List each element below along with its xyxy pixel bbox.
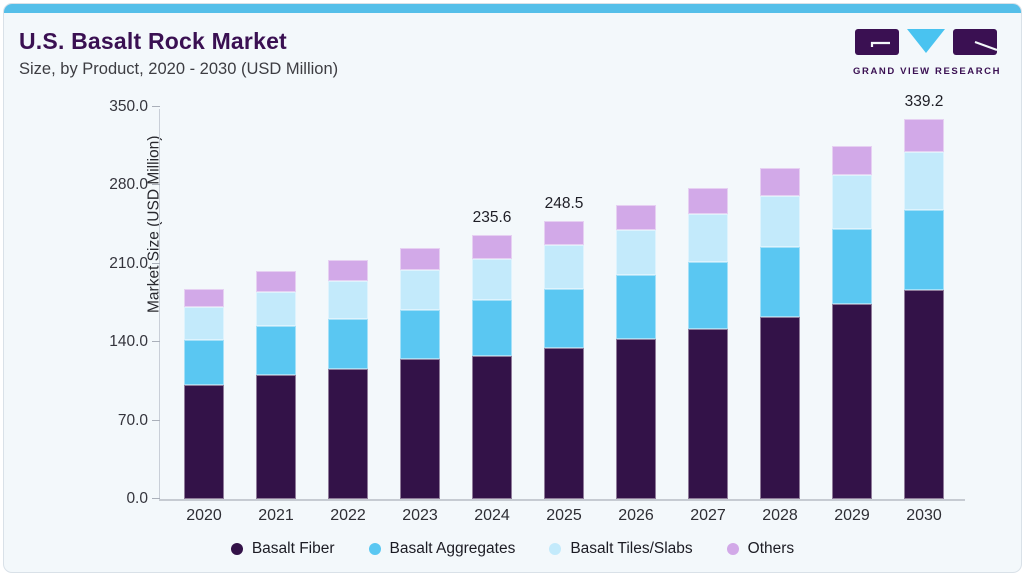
bar-segment <box>472 258 512 301</box>
y-tick-label: 210.0 <box>109 254 148 272</box>
chart-subtitle: Size, by Product, 2020 - 2030 (USD Milli… <box>19 60 339 78</box>
bar-segment <box>688 187 728 215</box>
bar-value-label: 248.5 <box>544 194 584 212</box>
y-tick-label: 280.0 <box>109 176 148 194</box>
bar-segment <box>256 270 296 292</box>
x-tick-label: 2023 <box>402 507 438 524</box>
y-tick-label: 140.0 <box>109 333 148 351</box>
bar-segment <box>760 196 800 247</box>
bar-segment <box>400 309 440 359</box>
bar-segment <box>328 260 368 281</box>
bar-segment <box>184 340 224 386</box>
bar-segment <box>760 246 800 317</box>
chart-legend: Basalt Fiber Basalt Aggregates Basalt Tile… <box>4 540 1021 558</box>
bar-segment <box>760 167 800 197</box>
chart-header: U.S. Basalt Rock Market Size, by Product… <box>19 28 338 79</box>
x-tick-label: 2030 <box>906 507 942 524</box>
y-tick-mark <box>152 184 160 186</box>
bar-segment <box>688 328 728 499</box>
bar-segment <box>184 385 224 499</box>
y-tick-mark <box>152 106 160 107</box>
bar-segment <box>400 270 440 310</box>
y-tick-label: 0.0 <box>126 490 148 507</box>
bar-segment <box>256 291 296 327</box>
legend-label: Basalt Tiles/Slabs <box>570 540 693 557</box>
bar-segment <box>328 280 368 319</box>
x-tick-label: 2022 <box>330 507 366 524</box>
x-tick-label: 2028 <box>762 507 798 524</box>
bar-segment <box>256 326 296 376</box>
bar-segment <box>328 368 368 499</box>
legend-label: Others <box>747 540 795 557</box>
bar-segment <box>904 290 944 499</box>
page-title: U.S. Basalt Rock Market <box>19 28 287 54</box>
legend-dot-icon <box>368 543 381 555</box>
bar-segment <box>400 248 440 271</box>
legend-item: Basalt Aggregates <box>368 540 516 558</box>
bar-segment <box>688 214 728 263</box>
card-top-accent <box>4 4 1021 13</box>
bar-segment <box>400 358 440 499</box>
bar-segment <box>544 220 584 246</box>
legend-item: Others <box>726 540 795 558</box>
legend-dot-icon <box>230 543 243 555</box>
x-tick-label: 2021 <box>258 507 294 524</box>
bar-segment <box>904 119 944 152</box>
bar-segment <box>544 245 584 290</box>
logo-wordmark: GRAND VIEW RESEARCH <box>853 66 1002 77</box>
bar-segment <box>184 306 224 341</box>
bar-segment <box>544 347 584 499</box>
bar-segment <box>832 229 872 304</box>
x-tick-label: 2020 <box>186 507 222 524</box>
gvr-logo-icon <box>855 29 998 55</box>
y-tick-mark <box>152 341 160 343</box>
bar-segment <box>616 230 656 276</box>
bar-segment <box>904 151 944 211</box>
chart-card: U.S. Basalt Rock Market Size, by Product… <box>3 3 1022 573</box>
x-tick-label: 2025 <box>546 507 582 524</box>
bar-value-label: 339.2 <box>904 93 944 111</box>
bar-segment <box>256 375 296 499</box>
bar-segment <box>184 288 224 307</box>
x-tick-label: 2027 <box>690 507 726 524</box>
bar-segment <box>904 210 944 291</box>
legend-label: Basalt Fiber <box>251 540 335 557</box>
grand-view-research-logo: GRAND VIEW RESEARCH <box>853 29 1002 77</box>
legend-label: Basalt Aggregates <box>389 540 516 557</box>
bar-segment <box>832 145 872 175</box>
x-tick-label: 2024 <box>474 507 510 524</box>
legend-item: Basalt Tiles/Slabs <box>549 540 693 558</box>
plot-area: 0.0 70.0 140.0 210.0 280.0 350.0 2020 2021 2022 2… <box>109 93 965 524</box>
bar-segment <box>472 300 512 356</box>
y-tick-label: 70.0 <box>117 411 148 429</box>
bar-segment <box>760 316 800 499</box>
x-tick-label: 2026 <box>618 507 654 524</box>
bar-segment <box>616 205 656 231</box>
bar-segment <box>616 275 656 339</box>
y-tick-mark <box>152 262 160 264</box>
x-tick-label: 2029 <box>834 507 870 524</box>
bar-segment <box>832 303 872 499</box>
bar-segment <box>688 262 728 329</box>
bar-segment <box>328 318 368 369</box>
bar-segment <box>472 235 512 259</box>
legend-dot-icon <box>726 543 739 555</box>
bar-segment <box>616 338 656 499</box>
bar-value-label: 235.6 <box>472 209 512 227</box>
bar-segment <box>544 289 584 348</box>
bar-segment <box>472 355 512 499</box>
y-tick-mark <box>152 498 160 499</box>
legend-item: Basalt Fiber <box>230 540 335 558</box>
bar-segment <box>832 175 872 230</box>
y-tick-label: 350.0 <box>109 98 148 115</box>
y-tick-mark <box>152 419 160 421</box>
legend-dot-icon <box>549 543 562 555</box>
